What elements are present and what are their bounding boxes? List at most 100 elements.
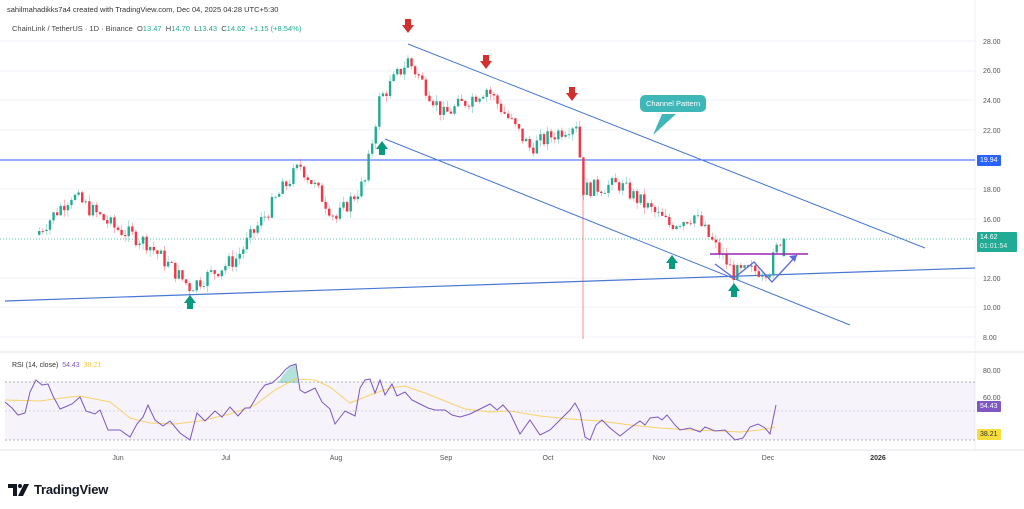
rsi-overbought-fill: [278, 364, 298, 383]
candle: [413, 66, 417, 75]
candle: [277, 193, 281, 197]
w-pattern-arrowhead-icon: [789, 255, 797, 262]
rsi-value-tag: 54.43: [977, 401, 1001, 412]
candle: [532, 147, 535, 154]
candle: [238, 253, 241, 259]
candle: [718, 242, 721, 255]
candle: [98, 212, 102, 215]
candle: [686, 222, 689, 224]
buy-arrow-icon: [376, 141, 388, 155]
candle: [270, 197, 274, 218]
candle: [131, 226, 134, 232]
low-label: L: [194, 24, 199, 33]
candle: [589, 182, 592, 196]
candle: [549, 131, 553, 138]
candle: [385, 93, 388, 97]
ascending-support-line[interactable]: [4, 267, 976, 302]
candle: [227, 256, 231, 267]
candle: [635, 191, 639, 203]
candle: [52, 212, 55, 221]
candle: [349, 196, 352, 212]
rsi-axis[interactable]: 80.00 60.00: [983, 368, 1001, 402]
candle: [492, 93, 496, 96]
candle: [428, 95, 431, 102]
high-label: H: [165, 24, 172, 33]
candle: [220, 270, 224, 277]
time-tick: 2026: [870, 455, 886, 462]
candle: [750, 265, 753, 267]
time-tick: Nov: [652, 455, 666, 462]
candle: [499, 103, 503, 113]
rsi-ma-value: 38.21: [83, 362, 102, 369]
open-label: O: [136, 24, 143, 33]
candle: [560, 130, 564, 137]
candle: [507, 113, 510, 119]
candle: [392, 74, 395, 82]
candle: [600, 191, 603, 193]
w-pattern-path[interactable]: [714, 254, 798, 283]
candle: [725, 253, 728, 265]
price-axis[interactable]: 28.00 26.00 24.00 22.00 18.00 16.00 12.0…: [983, 39, 1001, 342]
candle: [571, 128, 574, 135]
grid-lines: [0, 40, 975, 338]
candle: [399, 68, 403, 75]
time-tick: Aug: [329, 455, 343, 462]
candle: [163, 250, 166, 267]
candle: [113, 217, 116, 228]
candle: [335, 215, 338, 219]
candle: [102, 214, 105, 221]
candle: [285, 181, 288, 187]
rsi-label[interactable]: RSI (14, close): [12, 362, 59, 369]
candle: [199, 280, 202, 287]
candle: [181, 270, 184, 280]
candle: [281, 181, 284, 194]
candle: [707, 224, 710, 237]
candle: [754, 265, 757, 272]
price-tick: 10.00: [983, 305, 1001, 312]
candle: [256, 225, 259, 233]
last-price-tag: 14.62 01:01:54: [977, 232, 1017, 252]
tradingview-logo[interactable]: TradingView: [8, 482, 108, 497]
candle: [149, 246, 152, 251]
price-tick: 26.00: [983, 68, 1001, 75]
candle: [728, 264, 732, 266]
sell-arrow-icon: [480, 55, 492, 69]
candle: [632, 191, 635, 199]
candle: [106, 220, 109, 224]
candle: [367, 153, 370, 181]
candle: [489, 89, 492, 94]
candle: [374, 126, 377, 144]
candle: [260, 217, 263, 226]
symbol-title[interactable]: ChainLink / TetherUS · 1D · Binance: [12, 24, 133, 33]
candle: [41, 231, 45, 232]
channel-lower-line[interactable]: [384, 138, 851, 326]
candle: [675, 226, 678, 229]
candle: [123, 235, 127, 237]
candle: [73, 194, 77, 200]
candle: [628, 182, 632, 199]
channel-pattern-callout[interactable]: Channel Pattern: [640, 95, 707, 112]
candle: [650, 203, 653, 207]
candle: [331, 215, 334, 217]
price-tick: 16.00: [983, 217, 1001, 224]
last-price-value: 14.62: [980, 234, 998, 241]
high-value: 14.70: [171, 24, 190, 33]
candle: [224, 266, 227, 271]
candle: [91, 204, 95, 216]
candle: [503, 112, 506, 114]
candle: [360, 181, 363, 197]
candle: [242, 249, 245, 254]
candle: [299, 164, 302, 167]
candle: [195, 280, 198, 291]
candle: [345, 202, 349, 212]
channel-upper-line[interactable]: [407, 43, 926, 249]
candle: [177, 270, 181, 279]
candle: [578, 126, 582, 158]
brand-name: TradingView: [34, 482, 109, 497]
candle: [653, 206, 657, 213]
candle: [141, 236, 145, 244]
candle: [328, 208, 331, 216]
candle: [643, 194, 646, 208]
candle: [682, 222, 685, 227]
